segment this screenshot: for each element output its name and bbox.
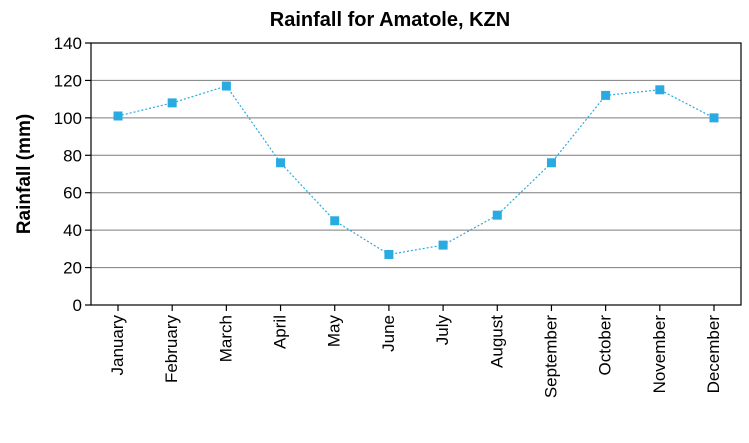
data-point-november — [655, 85, 665, 95]
series-line-0 — [117, 85, 715, 256]
grid-lines — [91, 79, 741, 269]
data-point-february — [167, 98, 177, 108]
y-tick-label: 40 — [63, 221, 82, 240]
data-point-january — [113, 111, 123, 121]
y-axis-ticks: 0 20 40 60 80 100 120 140 — [54, 34, 91, 315]
x-tick-label-august: August — [487, 315, 506, 368]
y-tick-label: 80 — [63, 146, 82, 165]
x-axis-ticks: January February March April May June July Augu… — [108, 305, 723, 398]
y-tick-label: 120 — [54, 71, 82, 90]
x-tick-label-may: May — [325, 315, 344, 348]
x-tick-label-february: February — [162, 315, 181, 384]
y-axis-label: Rainfall (mm) — [14, 114, 35, 234]
x-tick-label-january: January — [108, 315, 127, 376]
data-point-december — [709, 113, 719, 123]
data-point-august — [492, 210, 502, 220]
series-layer — [113, 81, 719, 259]
x-tick-label-july: July — [433, 315, 452, 346]
data-point-april — [276, 158, 286, 168]
x-tick-label-september: September — [541, 315, 560, 398]
x-tick-label-october: October — [596, 315, 615, 376]
y-tick-label: 0 — [73, 296, 82, 315]
data-point-june — [384, 249, 394, 259]
chart-title: Rainfall for Amatole, KZN — [270, 9, 510, 31]
plot-area-frame — [90, 42, 742, 306]
data-point-september — [546, 158, 556, 168]
y-tick-label: 140 — [54, 34, 82, 53]
x-tick-label-december: December — [704, 315, 723, 394]
data-point-may — [330, 216, 340, 226]
data-point-march — [221, 81, 231, 91]
x-tick-label-june: June — [379, 315, 398, 352]
data-point-october — [601, 90, 611, 100]
axes — [90, 42, 742, 306]
x-tick-label-march: March — [216, 315, 235, 362]
y-tick-label: 60 — [63, 184, 82, 203]
y-tick-label: 100 — [54, 109, 82, 128]
x-tick-label-april: April — [271, 315, 290, 349]
y-tick-label: 20 — [63, 259, 82, 278]
x-tick-label-november: November — [650, 315, 669, 394]
data-point-july — [438, 240, 448, 250]
